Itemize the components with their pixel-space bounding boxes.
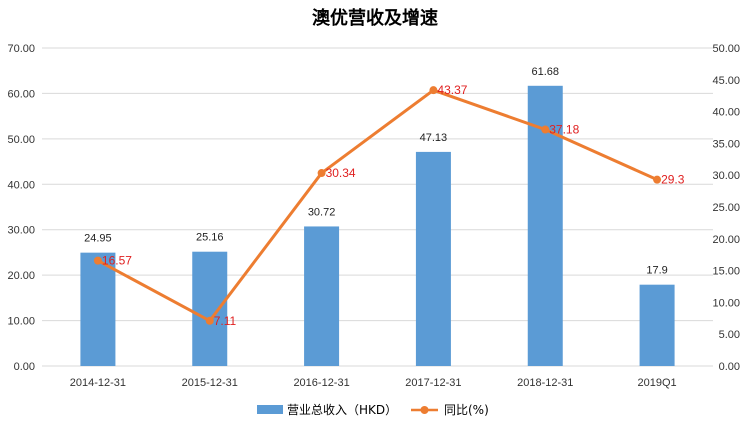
x-tick-label: 2017-12-31: [405, 377, 461, 389]
left-tick-label: 0.00: [14, 361, 35, 373]
left-tick-label: 60.00: [7, 88, 35, 100]
right-tick-label: 35.00: [712, 138, 740, 150]
left-tick-label: 10.00: [7, 316, 35, 328]
legend-line-marker: [420, 406, 429, 414]
bar: [304, 226, 340, 366]
line-data-label: 29.3: [661, 173, 685, 187]
x-tick-label: 2015-12-31: [182, 377, 238, 389]
left-y-axis: 0.00 10.00 20.00 30.00 40.00 50.00 60.00 70.00: [7, 43, 35, 373]
left-tick-label: 40.00: [7, 179, 35, 191]
bar: [639, 284, 675, 366]
line-point: [317, 169, 326, 178]
bar-data-label: 25.16: [196, 232, 224, 244]
right-tick-label: 40.00: [712, 107, 740, 119]
x-tick-label: 2019Q1: [638, 377, 677, 389]
line-data-label: 37.18: [549, 123, 579, 137]
x-axis: 2014-12-31 2015-12-31 2016-12-31 2017-12-31…: [70, 377, 677, 389]
right-tick-label: 0.00: [719, 361, 740, 373]
line-series: 16.57 7.11 30.34 43.37 37.18 29.3: [93, 83, 685, 328]
x-tick-label: 2018-12-31: [517, 377, 573, 389]
bar: [80, 252, 116, 366]
line-point: [653, 175, 662, 184]
x-tick-label: 2014-12-31: [70, 377, 126, 389]
bar-data-label: 17.9: [646, 265, 667, 277]
line-data-label: 16.57: [102, 254, 132, 268]
bar: [415, 151, 451, 366]
line-data-label: 43.37: [437, 83, 467, 97]
right-tick-label: 15.00: [712, 266, 740, 278]
gridlines: [42, 47, 713, 367]
legend: 营业总收入（HKD） 同比(%): [257, 403, 489, 417]
right-tick-label: 5.00: [719, 329, 740, 341]
line-point: [93, 256, 102, 265]
left-tick-label: 30.00: [7, 225, 35, 237]
right-tick-label: 10.00: [712, 297, 740, 309]
right-tick-label: 30.00: [712, 170, 740, 182]
right-tick-label: 20.00: [712, 234, 740, 246]
legend-line-label: 同比(%): [444, 403, 489, 417]
right-y-axis: 0.00 5.00 10.00 15.00 20.00 25.00 30.00 35.00 40…: [712, 43, 740, 373]
right-tick-label: 25.00: [712, 202, 740, 214]
bar-data-label: 47.13: [420, 132, 448, 144]
line-point: [205, 316, 214, 325]
line-data-label: 30.34: [326, 166, 356, 180]
line-point: [429, 86, 438, 95]
chart-title: 澳优营收及增速: [312, 7, 438, 29]
left-tick-label: 50.00: [7, 134, 35, 146]
right-tick-label: 45.00: [712, 75, 740, 87]
legend-bar-swatch: [257, 405, 283, 414]
left-tick-label: 20.00: [7, 270, 35, 282]
bar-data-label: 61.68: [531, 66, 559, 78]
bar-series: 24.95 25.16 30.72 47.13 61.68 17.9: [80, 66, 675, 366]
legend-bar-label: 营业总收入（HKD）: [287, 403, 397, 417]
left-tick-label: 70.00: [7, 43, 35, 55]
bar-data-label: 24.95: [84, 233, 112, 245]
line-point: [541, 125, 550, 134]
bar: [192, 251, 228, 366]
right-tick-label: 50.00: [712, 43, 740, 55]
line-data-label: 7.11: [214, 314, 237, 328]
line-path: [97, 88, 658, 323]
x-tick-label: 2016-12-31: [293, 377, 349, 389]
bar-data-label: 30.72: [308, 206, 336, 218]
